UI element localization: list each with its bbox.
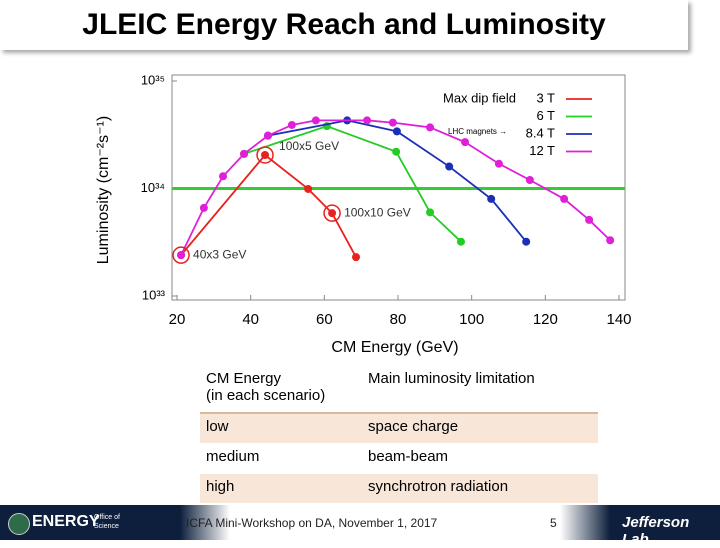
data-point xyxy=(388,118,397,127)
page-number: 5 xyxy=(550,516,557,530)
header-cell: CM Energy (in each scenario) xyxy=(200,366,362,414)
chart: Luminosity (cm⁻²s⁻¹) CM Energy (GeV) 10³… xyxy=(95,72,631,356)
x-tick-label: 40 xyxy=(242,311,259,328)
data-point xyxy=(461,138,470,147)
legend-label: 3 T xyxy=(536,90,555,105)
header-cell: Main luminosity limitation xyxy=(362,366,598,414)
data-point xyxy=(585,215,594,224)
annotation-ring xyxy=(256,146,274,164)
cell: medium xyxy=(200,443,362,474)
cell: space charge xyxy=(362,413,598,444)
y-tick-label: 10³⁵ xyxy=(141,72,165,87)
legend-label: 6 T xyxy=(536,108,555,123)
data-point xyxy=(263,131,272,140)
data-point xyxy=(219,172,228,181)
cell: beam-beam xyxy=(362,443,598,474)
legend-title: Max dip field xyxy=(443,90,516,105)
x-tick-label: 20 xyxy=(169,311,186,328)
limitation-table: CM Energy (in each scenario) Main lumino… xyxy=(200,366,598,504)
science-logo: Office of Science xyxy=(94,514,120,530)
data-point xyxy=(426,208,435,217)
data-point xyxy=(487,194,496,203)
cell: high xyxy=(200,473,362,504)
series-line xyxy=(243,125,462,243)
table-row: high synchrotron radiation xyxy=(200,473,598,504)
y-axis-label: Luminosity (cm⁻²s⁻¹) xyxy=(95,116,112,264)
data-point xyxy=(426,123,435,132)
series-line xyxy=(180,119,611,256)
x-tick-label: 80 xyxy=(390,311,407,328)
annotation: 40x3 GeV xyxy=(193,247,246,261)
data-point xyxy=(392,127,401,136)
title-box: JLEIC Energy Reach and Luminosity xyxy=(0,0,688,50)
data-point xyxy=(328,209,337,218)
x-axis-label: CM Energy (GeV) xyxy=(331,339,458,356)
data-point xyxy=(363,116,372,125)
x-tick-label: 100 xyxy=(459,311,484,328)
data-point xyxy=(392,147,401,156)
y-tick-label: 10³⁴ xyxy=(141,180,165,195)
cell: low xyxy=(200,413,362,444)
legend-label: 8.4 T xyxy=(526,125,555,140)
data-point xyxy=(560,194,569,203)
data-point xyxy=(352,253,361,262)
annotation: 100x10 GeV xyxy=(344,205,411,219)
doe-logo xyxy=(8,513,30,535)
data-point xyxy=(456,237,465,246)
annotation: 100x5 GeV xyxy=(279,139,339,153)
data-point xyxy=(199,203,208,212)
data-point xyxy=(606,236,615,245)
data-point xyxy=(261,150,270,159)
data-point xyxy=(525,175,534,184)
footer-text: ICFA Mini-Workshop on DA, November 1, 20… xyxy=(186,516,438,530)
x-tick-label: 60 xyxy=(316,311,333,328)
slide-title: JLEIC Energy Reach and Luminosity xyxy=(82,8,606,41)
legend-note: LHC magnets → xyxy=(448,127,507,136)
data-point xyxy=(240,149,249,158)
table-row: medium beam-beam xyxy=(200,443,598,474)
data-point xyxy=(494,159,503,168)
data-point xyxy=(304,184,313,193)
cell: synchrotron radiation xyxy=(362,473,598,504)
x-tick-label: 140 xyxy=(606,311,631,328)
legend-label: 12 T xyxy=(529,143,555,158)
data-point xyxy=(311,116,320,125)
annotation-ring xyxy=(172,246,190,264)
footer: ENERGY Office of Science ICFA Mini-Works… xyxy=(0,505,720,548)
y-tick-label: 10³³ xyxy=(142,287,166,302)
data-point xyxy=(177,251,186,260)
x-tick-label: 120 xyxy=(533,311,558,328)
series-line xyxy=(267,119,527,243)
energy-logo: ENERGY xyxy=(32,513,100,530)
data-point xyxy=(445,162,454,171)
data-point xyxy=(522,237,531,246)
table-header: CM Energy (in each scenario) Main lumino… xyxy=(200,366,598,414)
jlab-logo: Jefferson Lab xyxy=(622,514,690,548)
annotation-ring xyxy=(323,204,341,222)
table-row: low space charge xyxy=(200,413,598,444)
data-point xyxy=(287,120,296,129)
